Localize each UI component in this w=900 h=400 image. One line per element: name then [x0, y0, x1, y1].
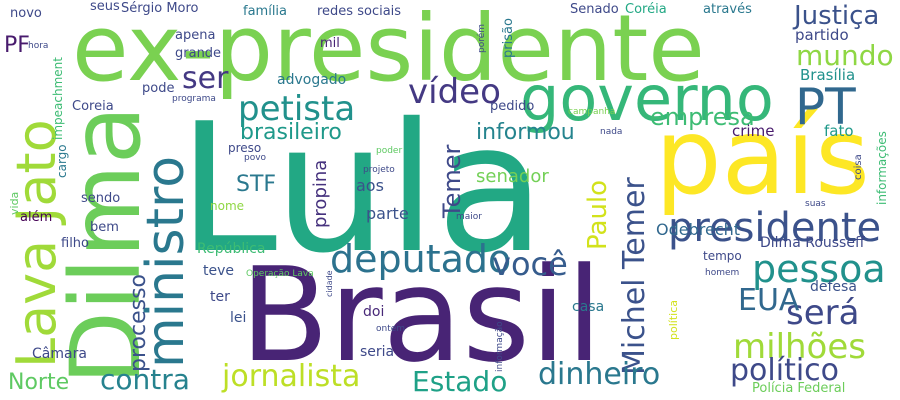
word-contra: contra — [100, 363, 190, 396]
word-crime: crime — [732, 122, 775, 140]
word-parte: parte — [366, 204, 409, 223]
word-brasileiro: brasileiro — [240, 120, 342, 145]
word-temer: Temer — [438, 144, 466, 218]
word-seus: seus — [90, 0, 120, 14]
word-advogado: advogado — [277, 72, 347, 88]
word-estado: Estado — [412, 365, 508, 398]
word-paulo: Paulo — [583, 179, 613, 250]
word-programa: programa — [172, 94, 216, 104]
word-nome: nome — [210, 199, 245, 213]
word-poder: poder — [376, 146, 403, 156]
word-ex-presidente: ex-presidente — [72, 0, 705, 102]
word-novo: novo — [10, 6, 42, 21]
word-pt: PT — [795, 78, 856, 136]
word-informou: informou — [476, 120, 575, 145]
word-república: República — [197, 241, 266, 257]
word-família: família — [243, 4, 288, 19]
word-maior: maior — [456, 212, 482, 222]
word-você: você — [492, 245, 568, 283]
word-justiça: Justiça — [794, 1, 880, 31]
word-coréia: Coréia — [625, 2, 667, 17]
word-governo: governo — [520, 62, 774, 135]
word-senado: Senado — [570, 2, 619, 17]
word-coreia: Coreia — [72, 99, 114, 114]
word-vídeo: vídeo — [408, 72, 501, 112]
word-presidente: presidente — [668, 205, 882, 251]
word-será: será — [786, 293, 860, 333]
word-milhões: milhões — [733, 327, 866, 367]
word-pode: pode — [142, 81, 175, 96]
word-câmara: Câmara — [32, 346, 87, 362]
word-odebrecht: Odebrecht — [656, 220, 741, 239]
word-partido: partido — [795, 26, 849, 44]
word-ser: ser — [182, 61, 229, 96]
word-eua: EUA — [738, 283, 800, 318]
word-homem: homem — [705, 268, 740, 278]
word-cargo: cargo — [55, 144, 69, 178]
word-brasil: Brasil — [240, 239, 603, 391]
word-petista: petista — [238, 89, 356, 129]
word-ter: ter — [210, 289, 230, 305]
word-político: político — [730, 353, 840, 388]
word-país: país — [655, 96, 870, 218]
word-lula: Lula — [178, 85, 546, 292]
word-casa: casa — [572, 299, 605, 315]
word-hora: hora — [28, 41, 49, 51]
word-polícia-federal: Polícia Federal — [752, 381, 846, 396]
word-grande: grande — [175, 46, 222, 61]
word-tempo: tempo — [703, 249, 742, 263]
word-ontem: ontem — [376, 324, 406, 334]
word-sendo: sendo — [81, 191, 121, 206]
word-povo: povo — [244, 153, 267, 163]
word-impeachment: impeachment — [51, 57, 65, 140]
word-coisa: coisa — [853, 154, 864, 180]
word-política: política — [667, 300, 680, 340]
word-pedido: pedido — [490, 99, 535, 114]
word-campanha: campanha — [568, 107, 616, 117]
word-aos: aos — [356, 176, 384, 195]
word-norte: Norte — [8, 370, 70, 395]
word-vida: vida — [8, 191, 21, 215]
word-michel-temer: Michel Temer — [617, 177, 652, 375]
word-filho: filho — [61, 236, 89, 251]
word-senador: senador — [476, 166, 549, 187]
word-defesa: defesa — [810, 279, 857, 295]
word-lei: lei — [230, 310, 247, 326]
word-processo: processo — [126, 273, 151, 372]
word-projeto: projeto — [363, 165, 395, 175]
word-nada: nada — [600, 127, 623, 137]
word-seria: seria — [360, 344, 395, 360]
word-cidade: cidade — [325, 270, 334, 297]
word-informações: informações — [875, 131, 889, 205]
word-porém: porém — [477, 23, 487, 53]
word-mil: mil — [320, 36, 340, 51]
word-dilma-rousseff: Dilma Rousseff — [760, 235, 865, 251]
word-dinheiro: dinheiro — [538, 357, 661, 392]
word-preso: preso — [228, 141, 262, 155]
word-stf: STF — [236, 172, 277, 197]
word-jornalista: jornalista — [222, 359, 361, 394]
word-através: através — [703, 2, 752, 17]
word-operação-lava: Operação Lava — [246, 269, 314, 279]
word-além: além — [20, 210, 53, 225]
word-sérgio-moro: Sérgio Moro — [121, 1, 199, 16]
word-prisão: prisão — [501, 18, 516, 58]
word-deputado: deputado — [330, 237, 512, 281]
word-doi: doi — [363, 304, 385, 320]
word-propina: propina — [310, 159, 331, 228]
word-apena: apena — [175, 28, 216, 43]
word-redes-sociais: redes sociais — [317, 4, 402, 19]
word-fato: fato — [824, 122, 854, 140]
word-mundo: mundo — [796, 39, 894, 72]
word-pf: PF — [4, 33, 30, 58]
word-bem: bem — [90, 220, 119, 235]
word-brasília: Brasília — [800, 66, 856, 84]
word-teve: teve — [203, 263, 235, 279]
word-informação: informação — [495, 321, 505, 372]
word-pessoa: pessoa — [752, 247, 886, 291]
word-empresa: empresa — [650, 103, 755, 131]
word-suas: suas — [805, 199, 826, 209]
